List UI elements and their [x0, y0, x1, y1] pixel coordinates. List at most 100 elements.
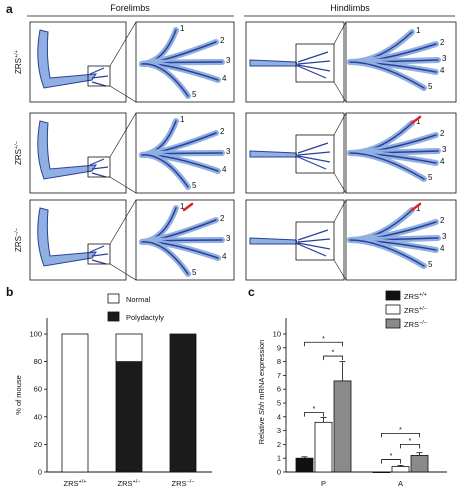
forelimb-zoom-line-bottom-row-2 [109, 176, 137, 194]
forelimb-digit-number-row-3: 1 [180, 202, 185, 211]
forelimb-digit-number-row-3: 4 [222, 252, 227, 261]
legend-base: ZRS [404, 292, 419, 301]
panel-c-category-label-P: P [321, 479, 326, 488]
bar-normal-2 [115, 333, 143, 363]
panel-b-y-tick-label: 40 [34, 412, 42, 421]
sig-bracket-A-2-3-star: * [409, 436, 412, 445]
bar-polydactyly-3 [169, 333, 197, 473]
forelimb-zoom-line-top-row-1 [109, 21, 137, 67]
bar-P-series-1 [295, 457, 314, 473]
hindlimb-zoom-line-top-row-2 [333, 112, 347, 136]
forelimb-zoom-line-top-row-2 [109, 112, 137, 158]
sig-bracket-A-1-2-star: * [390, 451, 393, 460]
genotype-label-row-3: ZRS−/− [14, 228, 23, 252]
panel-b-y-label: % of mouse [14, 375, 23, 415]
forelimb-digit-number-row-2: 4 [222, 165, 227, 174]
sig-bracket-A-2-3 [400, 444, 420, 449]
forelimb-zoom-line-top-row-3 [109, 199, 137, 245]
forelimb-digit-number-row-1: 1 [180, 24, 185, 33]
forelimb-zoom-line-bottom-row-1 [109, 85, 137, 103]
hindlimb-autopod-row-2 [297, 142, 331, 170]
category-base: ZRS [64, 479, 79, 488]
panel-c-y-tick-label: 8 [277, 357, 281, 366]
category-sup: +/− [133, 479, 141, 485]
genotype-sup: −/− [14, 228, 20, 236]
legend-base: ZRS [404, 306, 419, 315]
legend-swatch-series-2 [385, 304, 401, 315]
sig-bracket-A-1-3-star: * [399, 425, 402, 434]
category-sup: +/+ [79, 479, 87, 485]
panel-c-y-tick-label: 10 [273, 330, 281, 339]
forelimb-digit-number-row-1: 3 [226, 56, 231, 65]
forelimb-skeleton-row-2 [37, 120, 97, 180]
legend-label-series-1: ZRS+/+ [404, 292, 427, 301]
hindlimb-zoom-line-bottom-row-1 [333, 81, 347, 103]
panel-c-y-tick-label: 1 [277, 454, 281, 463]
hindlimbs-header: Hindlimbs [330, 3, 370, 13]
hindlimb-digit-number-row-2: 2 [440, 129, 445, 138]
legend-base: ZRS [404, 320, 419, 329]
forelimb-digit-core-row-1 [141, 63, 189, 97]
forelimb-digit-number-row-3: 2 [220, 214, 225, 223]
legend-label-normal: Normal [126, 295, 151, 304]
genotype-sup: +/− [14, 141, 20, 149]
panel-c-y-tick-label: 9 [277, 343, 281, 352]
genotype-base: ZRS [14, 58, 23, 74]
hindlimb-digit-number-row-1: 1 [416, 26, 421, 35]
legend-swatch-normal [107, 293, 120, 304]
forelimb-digit-number-row-2: 2 [220, 127, 225, 136]
sig-bracket-P-1-3-star: * [322, 334, 325, 343]
hindlimb-autopod-row-1 [297, 51, 331, 79]
hindlimb-digit-number-row-2: 4 [440, 157, 445, 166]
panel-a-image-grid: ZRS+/+1234512345ZRS+/−1234512345ZRS−/−12… [14, 21, 457, 281]
hindlimb-zoom-line-bottom-row-3 [333, 259, 347, 281]
panel-c-letter: c [248, 285, 255, 299]
sig-bracket-P-2-3 [323, 355, 343, 361]
forelimb-skeleton-row-3 [37, 207, 97, 267]
forelimb-digit-number-row-2: 1 [180, 115, 185, 124]
forelimb-digit-core-row-3 [141, 241, 189, 275]
genotype-base: ZRS [14, 236, 23, 252]
hindlimb-zoom-box-row-1 [295, 43, 335, 83]
forelimb-digit-number-row-1: 2 [220, 36, 225, 45]
panel-b-category-label-3: ZRS−/− [172, 479, 195, 488]
hindlimb-digit-number-row-1: 3 [442, 54, 447, 63]
hindlimb-zoom-line-top-row-1 [333, 21, 347, 45]
forelimb-zoom-box-row-3 [87, 243, 111, 265]
forelimb-autopod-row-3 [89, 245, 109, 265]
sig-bracket-A-1-2 [381, 459, 401, 464]
hindlimb-digit-number-row-3: 3 [442, 232, 447, 241]
forelimb-digit-number-row-2: 5 [192, 181, 197, 190]
legend-sup: −/− [419, 320, 427, 326]
legend-swatch-polydactyly [107, 311, 120, 322]
bar-A-series-3 [410, 455, 429, 473]
hindlimb-digit-number-row-3: 2 [440, 216, 445, 225]
forelimb-digit-number-row-3: 5 [192, 268, 197, 277]
category-sup: −/− [187, 479, 195, 485]
genotype-label-row-1: ZRS+/+ [14, 50, 23, 74]
bar-normal-1 [61, 333, 89, 473]
panel-c-y-tick-label: 7 [277, 371, 281, 380]
legend-label-series-3: ZRS−/− [404, 320, 427, 329]
panel-c-y-tick-label: 2 [277, 440, 281, 449]
panel-c-y-tick-label: 4 [277, 412, 281, 421]
panel-c-y-label: Relative Shh mRNA expression [257, 340, 266, 445]
forelimb-zoom-line-bottom-row-3 [109, 263, 137, 281]
panel-c-category-label-A: A [398, 479, 403, 488]
genotype-sup: +/+ [14, 50, 20, 58]
hindlimb-digit-core-row-1 [349, 61, 425, 89]
forelimb-skeleton-row-1 [37, 29, 97, 89]
forelimb-zoom-box-row-1 [87, 65, 111, 87]
legend-sup: +/+ [419, 292, 427, 298]
forelimb-digit-number-row-1: 5 [192, 90, 197, 99]
hindlimb-digit-number-row-1: 2 [440, 38, 445, 47]
panel-c-y-tick-label: 0 [277, 468, 281, 477]
panel-b-category-label-1: ZRS+/+ [64, 479, 87, 488]
sig-bracket-P-1-2-star: * [313, 404, 316, 413]
hindlimb-polydactyly-arrow-row-2 [410, 115, 422, 125]
legend-swatch-series-1 [385, 290, 401, 301]
hindlimb-zoom-line-bottom-row-2 [333, 172, 347, 194]
forelimb-digit-core-row-2 [141, 154, 189, 188]
